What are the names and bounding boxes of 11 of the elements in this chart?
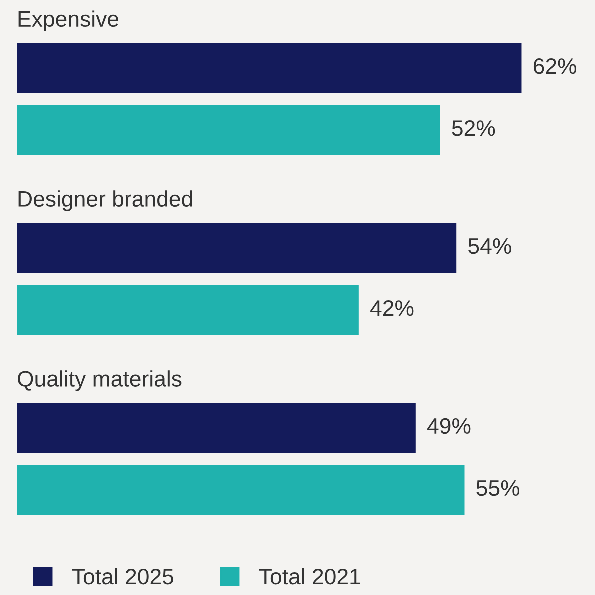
data-label: 62% (534, 58, 577, 74)
y-tick-label: Designer branded (18, 190, 192, 212)
legend-label: Total 2021 (259, 568, 360, 585)
data-label: 52% (452, 120, 496, 136)
data-label: 42% (370, 300, 414, 316)
data-label: 49% (428, 418, 471, 434)
y-tick-label: Expensive (18, 10, 119, 32)
y-tick-label: Quality materials (18, 370, 182, 392)
data-label: 55% (476, 480, 520, 496)
legend-label: Total 2025 (72, 568, 174, 585)
data-label: 54% (468, 238, 512, 254)
